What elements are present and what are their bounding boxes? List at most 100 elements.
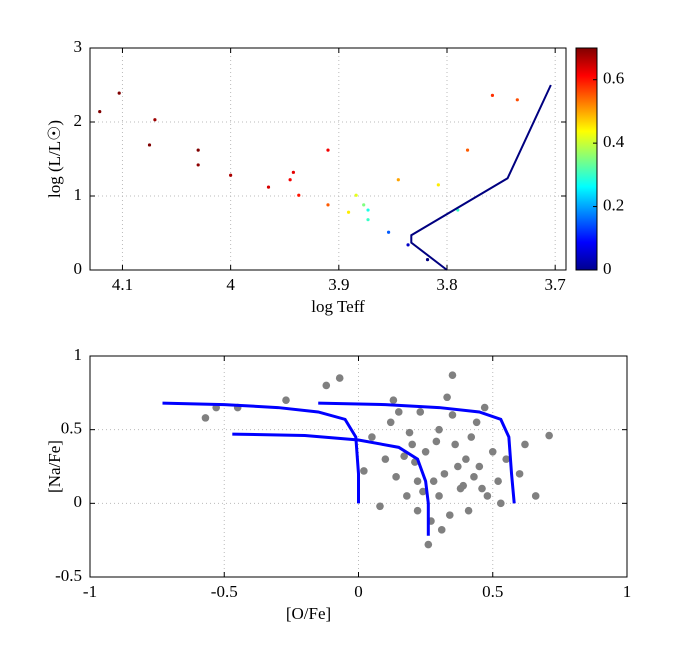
data-point bbox=[389, 396, 398, 405]
x-axis-label: log Teff bbox=[311, 297, 365, 316]
data-point bbox=[196, 163, 200, 167]
data-point bbox=[425, 258, 430, 262]
data-point bbox=[229, 173, 233, 177]
data-point bbox=[419, 487, 427, 496]
data-point bbox=[472, 418, 481, 427]
data-point bbox=[360, 467, 368, 475]
colorbar-tick-label: 0 bbox=[603, 259, 612, 278]
data-point bbox=[436, 183, 440, 187]
data-point bbox=[443, 393, 451, 402]
data-point bbox=[394, 408, 403, 416]
data-point bbox=[459, 481, 468, 490]
data-point bbox=[448, 371, 457, 379]
y-tick-label: 1 bbox=[74, 345, 83, 364]
data-point bbox=[464, 506, 473, 515]
data-point bbox=[322, 381, 331, 390]
data-point bbox=[437, 526, 446, 534]
colorbar-tick-label: 0.4 bbox=[603, 132, 625, 151]
data-point bbox=[490, 93, 495, 97]
y-axis-label: [Na/Fe] bbox=[45, 440, 64, 493]
data-point bbox=[502, 455, 510, 463]
x-tick-label: -1 bbox=[83, 582, 97, 601]
x-tick-label: -0.5 bbox=[211, 582, 238, 601]
y-tick-label: -0.5 bbox=[55, 566, 82, 585]
data-point bbox=[392, 473, 400, 481]
colorbar-tick-label: 0.6 bbox=[603, 69, 624, 88]
data-point bbox=[467, 433, 476, 441]
data-point bbox=[147, 143, 152, 147]
line-series bbox=[410, 84, 552, 271]
data-point bbox=[346, 210, 351, 214]
data-point bbox=[515, 98, 519, 102]
data-point bbox=[413, 477, 422, 486]
x-tick-label: 1 bbox=[623, 582, 632, 601]
data-point bbox=[396, 178, 400, 182]
x-tick-label: 3.7 bbox=[545, 275, 567, 294]
data-point bbox=[465, 148, 470, 152]
data-point bbox=[153, 118, 157, 122]
data-point bbox=[478, 484, 486, 493]
data-point bbox=[497, 499, 505, 508]
x-tick-label: 0 bbox=[354, 582, 363, 601]
data-point bbox=[201, 414, 210, 422]
line-series bbox=[232, 432, 430, 536]
data-point bbox=[400, 452, 408, 460]
y-tick-label: 1 bbox=[74, 185, 83, 204]
colorbar bbox=[575, 47, 598, 271]
data-point bbox=[98, 110, 102, 114]
y-tick-label: 0.5 bbox=[61, 419, 82, 438]
data-point bbox=[354, 193, 358, 197]
data-point bbox=[282, 396, 290, 405]
data-point bbox=[429, 477, 438, 486]
data-point bbox=[451, 440, 459, 449]
data-point bbox=[515, 470, 524, 478]
y-tick-label: 3 bbox=[74, 37, 83, 56]
data-point bbox=[448, 411, 457, 419]
data-point bbox=[403, 492, 411, 500]
data-point bbox=[521, 440, 529, 449]
x-tick-label: 3.9 bbox=[328, 275, 349, 294]
data-point bbox=[462, 455, 470, 463]
data-point bbox=[445, 511, 454, 519]
data-point bbox=[435, 425, 443, 434]
data-point bbox=[531, 492, 540, 500]
data-point bbox=[421, 447, 430, 456]
data-point bbox=[366, 218, 370, 222]
data-point bbox=[435, 492, 443, 500]
x-tick-label: 4 bbox=[226, 275, 235, 294]
data-point bbox=[386, 230, 391, 234]
data-point bbox=[376, 502, 384, 511]
line-series bbox=[162, 401, 360, 504]
data-point bbox=[297, 193, 301, 197]
y-tick-label: 2 bbox=[74, 111, 83, 130]
data-point bbox=[413, 506, 422, 515]
data-point bbox=[386, 418, 395, 427]
data-point bbox=[416, 408, 425, 416]
data-point bbox=[440, 470, 449, 478]
data-point bbox=[368, 433, 376, 441]
data-point bbox=[291, 170, 295, 174]
data-point bbox=[196, 148, 200, 152]
data-point bbox=[326, 203, 330, 207]
data-point bbox=[483, 492, 492, 500]
data-point bbox=[475, 462, 484, 471]
data-point bbox=[454, 462, 462, 471]
data-point bbox=[117, 91, 121, 95]
x-axis-label: [O/Fe] bbox=[286, 604, 331, 623]
y-tick-label: 0 bbox=[74, 492, 83, 511]
colorbar-tick-label: 0.2 bbox=[603, 195, 624, 214]
line-series bbox=[318, 401, 516, 504]
data-point bbox=[405, 428, 414, 437]
x-tick-label: 3.8 bbox=[436, 275, 457, 294]
data-point bbox=[335, 374, 344, 382]
y-axis-label: log (L/L☉) bbox=[45, 120, 64, 198]
data-point bbox=[470, 473, 478, 481]
data-point bbox=[366, 208, 370, 212]
data-point bbox=[494, 477, 502, 486]
y-tick-label: 0 bbox=[74, 259, 83, 278]
data-point bbox=[288, 178, 292, 182]
data-point bbox=[266, 185, 271, 189]
data-point bbox=[480, 403, 489, 412]
data-point bbox=[424, 540, 433, 549]
plot-frame bbox=[89, 47, 567, 271]
